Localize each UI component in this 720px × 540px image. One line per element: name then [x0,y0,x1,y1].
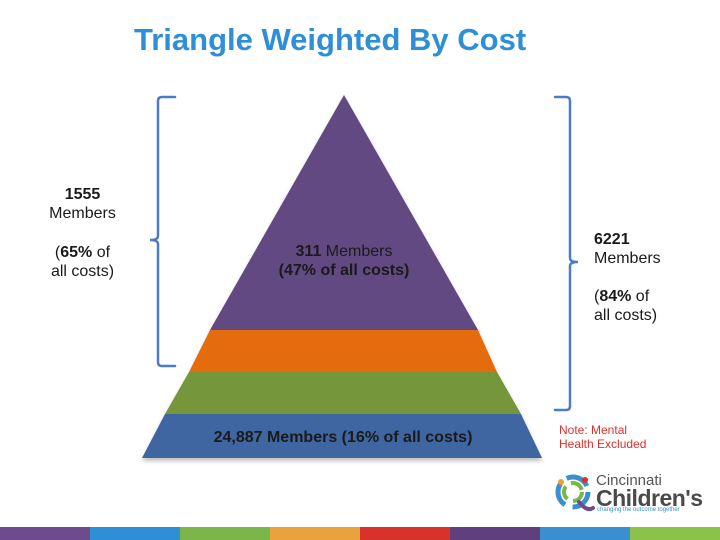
right-group-pct: 84% [599,288,632,305]
top-tier-count: 311 [295,243,322,260]
left-group-unit: Members [49,205,116,222]
footer-segment [90,527,180,540]
footer-segment [630,527,720,540]
right-group-count: 6221 [594,231,630,248]
left-group-label: 1555 Members [30,185,135,223]
footer-segment [270,527,360,540]
left-bracket [149,95,177,368]
right-group-unit: Members [594,250,661,267]
top-tier-label: 311 Members (47% of all costs) [278,243,410,279]
left-group-pct: 65% [60,244,93,261]
page-title: Triangle Weighted By Cost [134,22,527,57]
pyramid-tier-bottom [142,414,542,458]
right-group-pct-label: (84% of all costs) [594,288,658,324]
logo-line-1: Cincinnati [596,472,662,489]
right-bracket [553,95,579,412]
left-group-pct-label: (65% of all costs) [50,244,115,280]
pyramid-tier-green [165,372,521,414]
right-group-label: 6221 Members [594,230,661,268]
cincinnati-childrens-logo: Cincinnati Children's changing the outco… [551,468,716,516]
logo-mark-icon [555,474,595,512]
logo-tagline: changing the outcome together [597,507,680,513]
top-tier-pct: 47% [283,262,316,279]
footer-segment [180,527,270,540]
bottom-tier-label: 24,887 Members (16% of all costs) [213,429,473,446]
bottom-tier-count: 24,887 Members [213,429,338,446]
footer-segment [450,527,540,540]
logo-line-2: Children's [596,485,703,511]
note-mental-health: Note: Mental Health Excluded [559,423,647,451]
left-group-count: 1555 [64,186,101,203]
footer-segment [0,527,90,540]
footer-segment [540,527,630,540]
pyramid-tier-top [210,95,478,330]
footer-color-bar [0,527,720,540]
footer-segment [360,527,450,540]
pyramid-tier-orange [189,330,497,372]
bottom-tier-pct: 16% [347,429,380,446]
